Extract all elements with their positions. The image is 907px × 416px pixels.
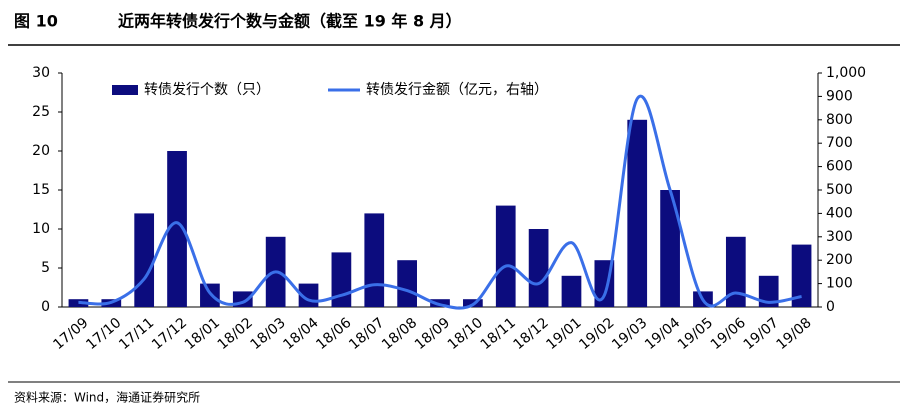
- y2-tick-label: 400: [826, 205, 853, 221]
- x-tick-label: 18/10: [445, 315, 486, 353]
- y-tick-label: 25: [32, 104, 50, 120]
- x-tick-label: 19/02: [576, 315, 617, 353]
- x-tick-label: 18/03: [248, 315, 289, 353]
- bar: [627, 119, 648, 307]
- bar: [561, 275, 582, 307]
- x-tick-label: 19/07: [741, 315, 782, 353]
- x-tick-label: 18/04: [280, 315, 321, 353]
- y2-tick-label: 100: [826, 276, 853, 292]
- y2-tick-label: 500: [826, 182, 853, 198]
- bar: [758, 275, 779, 307]
- x-tick-label: 18/12: [511, 315, 552, 353]
- y2-tick-label: 200: [826, 252, 853, 268]
- x-tick-label: 19/04: [642, 315, 683, 353]
- legend-label: 转债发行金额（亿元，右轴）: [366, 82, 548, 98]
- x-tick-label: 17/11: [116, 315, 157, 353]
- y-tick-label: 10: [32, 221, 50, 237]
- bar: [660, 190, 680, 307]
- x-tick-label: 19/03: [609, 315, 650, 353]
- bar: [167, 151, 187, 307]
- x-tick-label: 18/06: [313, 315, 354, 353]
- x-tick-label: 19/05: [675, 315, 716, 353]
- x-tick-label: 18/09: [412, 315, 453, 353]
- bar: [364, 213, 385, 307]
- x-tick-label: 18/08: [379, 315, 420, 353]
- bar: [397, 260, 417, 307]
- x-tick-label: 19/01: [543, 315, 584, 353]
- y-tick-label: 5: [41, 260, 50, 276]
- x-tick-label: 18/02: [215, 315, 256, 353]
- x-tick-label: 17/10: [83, 315, 124, 353]
- x-tick-label: 19/06: [708, 315, 749, 353]
- y2-tick-label: 700: [826, 135, 853, 151]
- bar: [200, 283, 220, 307]
- line: [78, 94, 802, 310]
- legend-swatch: [112, 85, 138, 95]
- bar: [791, 244, 812, 307]
- bar: [725, 236, 746, 307]
- y2-tick-label: 0: [826, 299, 835, 315]
- bar: [430, 299, 450, 307]
- y-tick-label: 20: [32, 143, 50, 159]
- y2-tick-label: 300: [826, 229, 853, 245]
- bar: [528, 229, 549, 307]
- y2-tick-label: 900: [826, 88, 853, 104]
- y-tick-label: 15: [32, 182, 50, 198]
- x-tick-label: 18/07: [346, 315, 387, 353]
- x-tick-label: 18/11: [478, 315, 519, 353]
- legend-label: 转债发行个数（只）: [144, 82, 270, 98]
- bar: [495, 205, 516, 307]
- figure-label: 图 10: [14, 12, 58, 31]
- x-tick-label: 17/12: [149, 315, 190, 353]
- x-tick-label: 17/09: [50, 315, 91, 353]
- chart-title: 近两年转债发行个数与金额（截至 19 年 8 月）: [118, 12, 462, 31]
- y-tick-label: 30: [32, 65, 50, 81]
- x-tick-label: 19/08: [774, 315, 815, 353]
- y2-tick-label: 1,000: [826, 65, 866, 81]
- x-tick-label: 18/01: [182, 315, 223, 353]
- source: 资料来源：Wind，海通证券研究所: [14, 390, 200, 405]
- y-tick-label: 0: [41, 299, 50, 315]
- y2-tick-label: 600: [826, 159, 853, 175]
- bar: [134, 213, 155, 307]
- y2-tick-label: 800: [826, 112, 853, 128]
